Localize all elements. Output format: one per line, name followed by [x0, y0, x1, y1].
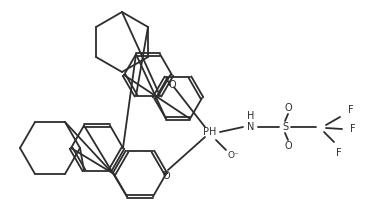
Text: O: O [168, 80, 176, 90]
Text: O⁻: O⁻ [227, 151, 239, 161]
Text: O: O [284, 103, 292, 113]
Text: H: H [247, 111, 255, 121]
Text: N: N [247, 122, 255, 132]
Text: F: F [350, 124, 356, 134]
Text: PH: PH [203, 127, 217, 137]
Text: O: O [162, 171, 170, 181]
Text: F: F [348, 105, 354, 115]
Text: F: F [336, 148, 342, 158]
Text: O: O [284, 141, 292, 151]
Text: S: S [282, 122, 288, 132]
